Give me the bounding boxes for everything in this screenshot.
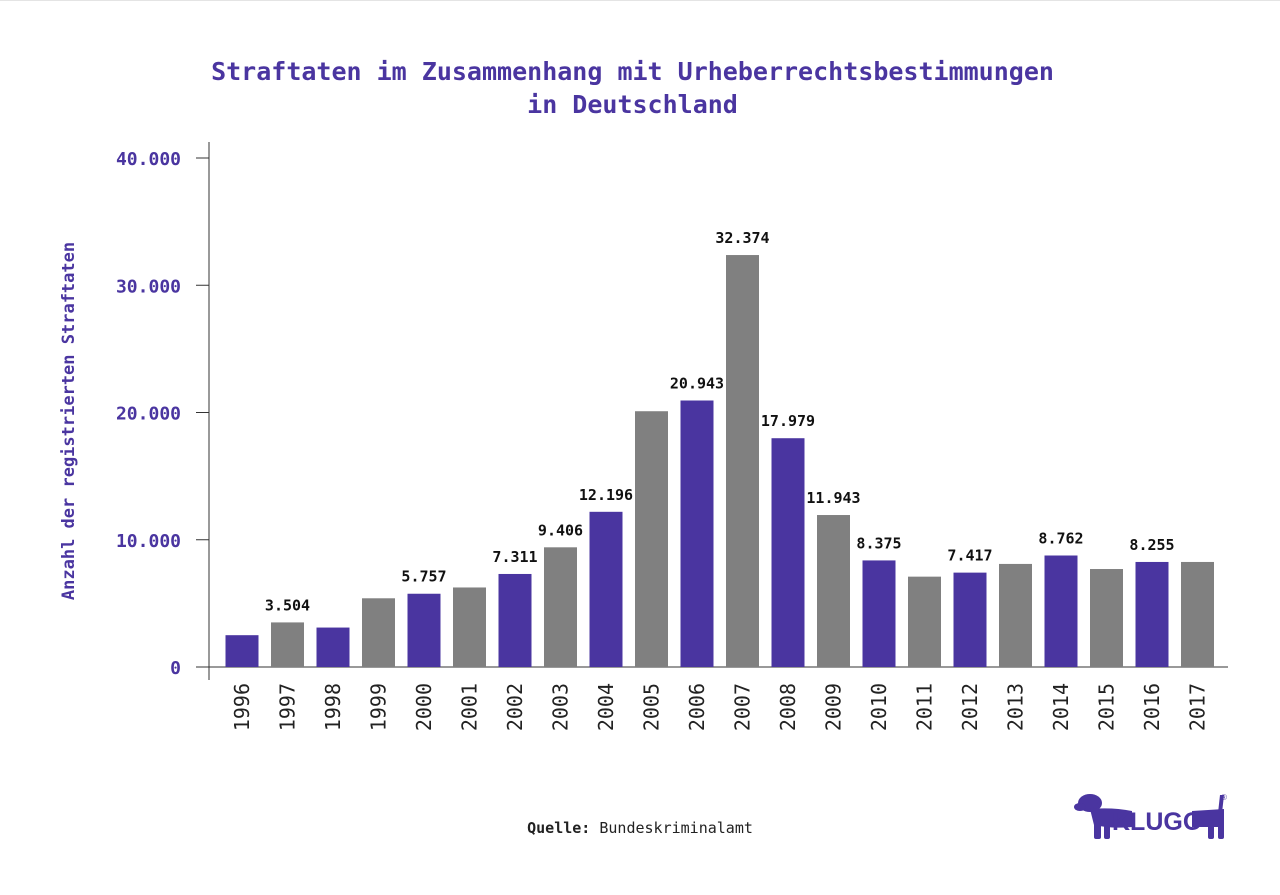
bar-1998 bbox=[316, 627, 350, 667]
x-tick-label-1997: 1997 bbox=[276, 683, 300, 731]
x-tick-label-2009: 2009 bbox=[822, 683, 846, 731]
x-tick-label-2016: 2016 bbox=[1140, 683, 1164, 731]
x-tick-label-2017: 2017 bbox=[1186, 683, 1210, 731]
source-note: Quelle: Bundeskriminalamt bbox=[0, 819, 1280, 837]
bar-1999 bbox=[362, 598, 395, 667]
klugo-logo: KLUGO ® bbox=[1074, 793, 1227, 839]
bar-2008 bbox=[771, 438, 805, 667]
data-label-2003: 9.406 bbox=[538, 521, 583, 539]
x-tick-label-2010: 2010 bbox=[867, 683, 891, 731]
y-axis-title: Anzahl der registrierten Straftaten bbox=[59, 242, 79, 600]
bar-1997 bbox=[271, 622, 304, 667]
data-label-2006: 20.943 bbox=[670, 375, 724, 393]
bar-1996 bbox=[225, 635, 259, 667]
x-tick-label-1996: 1996 bbox=[230, 683, 254, 731]
x-tick-label-2005: 2005 bbox=[640, 683, 664, 731]
x-tick-label-2007: 2007 bbox=[731, 683, 755, 731]
bar-2013 bbox=[999, 563, 1032, 667]
x-tick-label-2004: 2004 bbox=[594, 683, 618, 731]
source-label: Quelle: bbox=[527, 819, 591, 837]
x-tick-label-2008: 2008 bbox=[776, 683, 800, 731]
bar-2003 bbox=[544, 547, 577, 667]
chart-title-line1: Straftaten im Zusammenhang mit Urheberre… bbox=[211, 57, 1054, 86]
x-tick-label-2014: 2014 bbox=[1049, 683, 1073, 731]
bar-2001 bbox=[453, 587, 486, 667]
data-label-2004: 12.196 bbox=[579, 486, 633, 504]
data-label-2002: 7.311 bbox=[492, 548, 537, 566]
data-label-2014: 8.762 bbox=[1038, 530, 1083, 548]
x-tick-label-2012: 2012 bbox=[958, 683, 982, 731]
bar-2015 bbox=[1090, 569, 1123, 667]
data-label-2012: 7.417 bbox=[947, 547, 992, 565]
x-tick-label-2011: 2011 bbox=[913, 683, 937, 731]
x-tick-label-2003: 2003 bbox=[549, 683, 573, 731]
x-tick-label-2002: 2002 bbox=[503, 683, 527, 731]
y-tick-label: 20.000 bbox=[116, 404, 181, 425]
data-label-2009: 11.943 bbox=[806, 489, 860, 507]
y-tick-label: 30.000 bbox=[116, 276, 181, 297]
x-tick-label-1999: 1999 bbox=[367, 683, 391, 731]
dachshund-icon bbox=[1074, 794, 1224, 839]
data-label-2008: 17.979 bbox=[761, 412, 815, 430]
y-tick-label: 0 bbox=[170, 658, 181, 679]
bar-2004 bbox=[589, 511, 623, 667]
bar-chart: 0 10.000 20.000 30.000 40.000 Anzahl der regi… bbox=[59, 142, 1228, 731]
y-tick-label: 10.000 bbox=[116, 531, 181, 552]
logo-registered-mark: ® bbox=[1221, 793, 1227, 802]
bar-2012 bbox=[953, 572, 987, 667]
bar-2010 bbox=[862, 560, 896, 667]
x-tick-label-2013: 2013 bbox=[1004, 683, 1028, 731]
bar-2002 bbox=[498, 573, 532, 667]
bar-2005 bbox=[635, 411, 668, 667]
data-label-1997: 3.504 bbox=[265, 596, 310, 614]
bar-2017 bbox=[1181, 561, 1214, 667]
source-value: Bundeskriminalamt bbox=[599, 819, 753, 837]
bar-2000 bbox=[407, 593, 441, 667]
data-label-2007: 32.374 bbox=[715, 229, 769, 247]
data-label-2000: 5.757 bbox=[401, 568, 446, 586]
x-tick-label-2001: 2001 bbox=[458, 683, 482, 731]
data-label-2010: 8.375 bbox=[856, 534, 901, 552]
x-tick-label-2006: 2006 bbox=[685, 683, 709, 731]
bar-2016 bbox=[1135, 561, 1169, 667]
logo-text: KLUGO bbox=[1112, 808, 1202, 836]
x-tick-label-2000: 2000 bbox=[412, 683, 436, 731]
bar-2014 bbox=[1044, 555, 1078, 667]
bar-2009 bbox=[817, 515, 850, 667]
data-label-2016: 8.255 bbox=[1129, 536, 1174, 554]
x-tick-label-2015: 2015 bbox=[1095, 683, 1119, 731]
chart-title-line2: in Deutschland bbox=[527, 90, 738, 119]
bar-2007 bbox=[726, 255, 759, 668]
y-tick-label: 40.000 bbox=[116, 149, 181, 170]
bar-2006 bbox=[680, 400, 714, 667]
x-tick-label-1998: 1998 bbox=[321, 683, 345, 731]
bar-2011 bbox=[908, 576, 941, 667]
